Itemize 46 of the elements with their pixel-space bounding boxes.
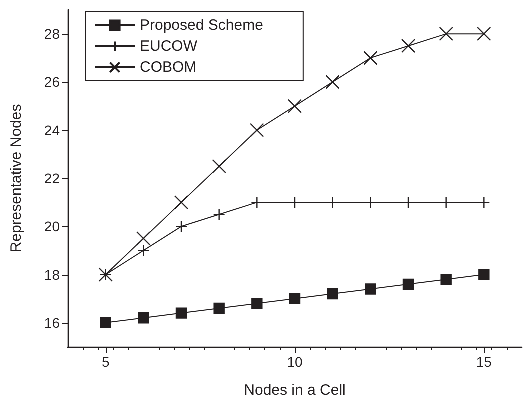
y-tick-label: 26 [44,74,60,90]
point [251,196,264,209]
point [402,278,414,290]
y-tick-label: 18 [44,266,60,283]
point [138,244,150,257]
point [401,39,416,54]
point [214,302,225,314]
point [176,308,188,319]
point [326,196,339,209]
legend-label: Proposed Scheme [140,17,264,34]
point [289,293,301,304]
point [136,232,151,246]
point [477,26,492,42]
x-tick-label: 15 [476,354,492,370]
y-tick-label: 28 [44,26,60,42]
legend-label: EUCOW [140,38,198,55]
point [364,196,377,209]
point [288,99,302,114]
y-tick-label: 16 [44,314,60,331]
point [364,51,378,66]
point [175,220,188,233]
y-tick-label: 22 [44,170,60,186]
point [439,26,454,42]
point [440,196,452,209]
point [212,159,226,174]
point [213,208,226,221]
y-tick-label: 20 [44,218,60,235]
x-axis-title: Nodes in a Cell [244,382,346,399]
point [252,298,263,310]
y-tick-label: 24 [44,122,60,138]
x-tick-label: 5 [102,354,110,370]
point [402,196,415,209]
point [440,274,452,286]
point [478,196,490,209]
point [288,196,302,209]
point [478,269,490,280]
point [326,75,340,90]
point [250,123,264,138]
y-axis-title: Representative Nodes [8,104,25,253]
x-tick-label: 10 [287,354,303,370]
point [100,317,112,329]
legend-label: COBOM [140,59,197,76]
point [327,288,338,300]
point [365,284,376,295]
point [174,195,189,210]
point [138,312,150,324]
